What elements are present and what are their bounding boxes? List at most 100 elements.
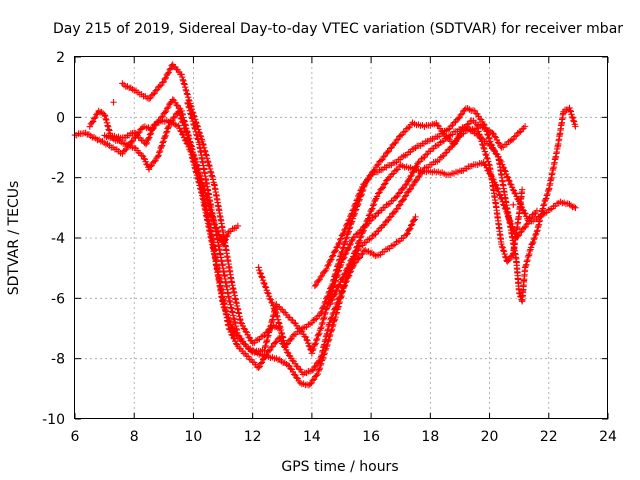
data-point (499, 163, 507, 171)
data-point (385, 148, 393, 155)
data-point (405, 176, 412, 184)
data-point (340, 274, 347, 281)
data-point (345, 217, 352, 224)
x-tick-label: 14 (303, 429, 321, 445)
data-point (341, 239, 348, 247)
x-tick-label: 18 (421, 429, 439, 445)
data-point (394, 135, 402, 143)
data-point (258, 359, 266, 366)
data-point (494, 139, 502, 146)
data-point (395, 190, 402, 197)
data-point (359, 250, 366, 257)
y-tick-label: 2 (56, 50, 65, 66)
data-point (365, 215, 372, 222)
data-point (526, 250, 533, 258)
data-point (494, 185, 502, 193)
data-point (199, 140, 207, 148)
data-point (312, 340, 319, 347)
data-point (368, 206, 375, 214)
data-point (156, 82, 163, 90)
axis-ticks (74, 56, 609, 420)
data-point (481, 148, 489, 155)
data-point (377, 157, 385, 164)
data-point (260, 279, 267, 287)
data-point (158, 143, 165, 150)
data-point (407, 173, 414, 180)
data-point (255, 364, 262, 371)
series-7 (311, 104, 541, 290)
data-point (375, 190, 382, 197)
data-point (325, 261, 332, 269)
data-point (501, 204, 509, 212)
data-point (510, 227, 517, 234)
data-point (514, 233, 521, 240)
data-point (358, 233, 365, 240)
data-point (279, 333, 286, 340)
data-point (105, 126, 112, 133)
data-point (497, 157, 504, 164)
data-point (177, 127, 184, 134)
data-point (332, 287, 340, 295)
data-point (399, 185, 406, 192)
data-point (223, 311, 231, 318)
data-point (255, 264, 262, 271)
data-point (498, 240, 505, 248)
data-point (396, 201, 404, 208)
data-point (323, 343, 330, 350)
data-point (504, 213, 512, 220)
data-point (523, 258, 531, 265)
data-point (315, 366, 323, 373)
data-point (341, 254, 348, 261)
data-point (567, 108, 575, 115)
data-point (201, 147, 208, 154)
data-point (353, 197, 360, 204)
data-point (146, 131, 154, 138)
data-point (523, 261, 530, 268)
data-point (395, 202, 403, 209)
data-point (194, 135, 201, 142)
data-point (222, 236, 229, 243)
data-point (181, 81, 188, 88)
data-point (318, 308, 325, 315)
data-point (324, 292, 332, 300)
data-point (160, 78, 168, 86)
data-point (185, 103, 192, 111)
data-point (163, 105, 171, 112)
data-point (317, 273, 324, 281)
data-point (150, 158, 158, 165)
data-point (407, 185, 415, 192)
data-point (189, 115, 196, 122)
data-point (401, 193, 409, 200)
data-point (341, 282, 348, 289)
data-marks (71, 61, 579, 389)
data-point (543, 192, 551, 199)
data-point (142, 140, 150, 148)
data-point (347, 211, 355, 219)
data-point (322, 346, 329, 354)
data-point (318, 323, 325, 331)
data-point (275, 320, 283, 327)
data-point (482, 125, 490, 132)
data-point (184, 91, 191, 98)
data-point (362, 179, 370, 186)
data-point (256, 269, 264, 277)
data-point (152, 157, 159, 164)
data-point (366, 211, 374, 218)
data-point (222, 307, 229, 314)
data-point (450, 119, 458, 126)
data-point (382, 180, 389, 187)
data-point (510, 201, 517, 209)
data-point (348, 256, 355, 264)
data-point (376, 189, 383, 196)
data-point (340, 244, 347, 251)
data-point (339, 245, 347, 252)
data-point (501, 250, 508, 258)
data-point (403, 231, 410, 238)
data-point (320, 354, 327, 361)
data-point (163, 128, 171, 135)
data-point (311, 363, 318, 371)
data-point (369, 202, 377, 209)
data-point (500, 202, 508, 209)
data-point (327, 257, 334, 264)
data-point (331, 291, 338, 299)
